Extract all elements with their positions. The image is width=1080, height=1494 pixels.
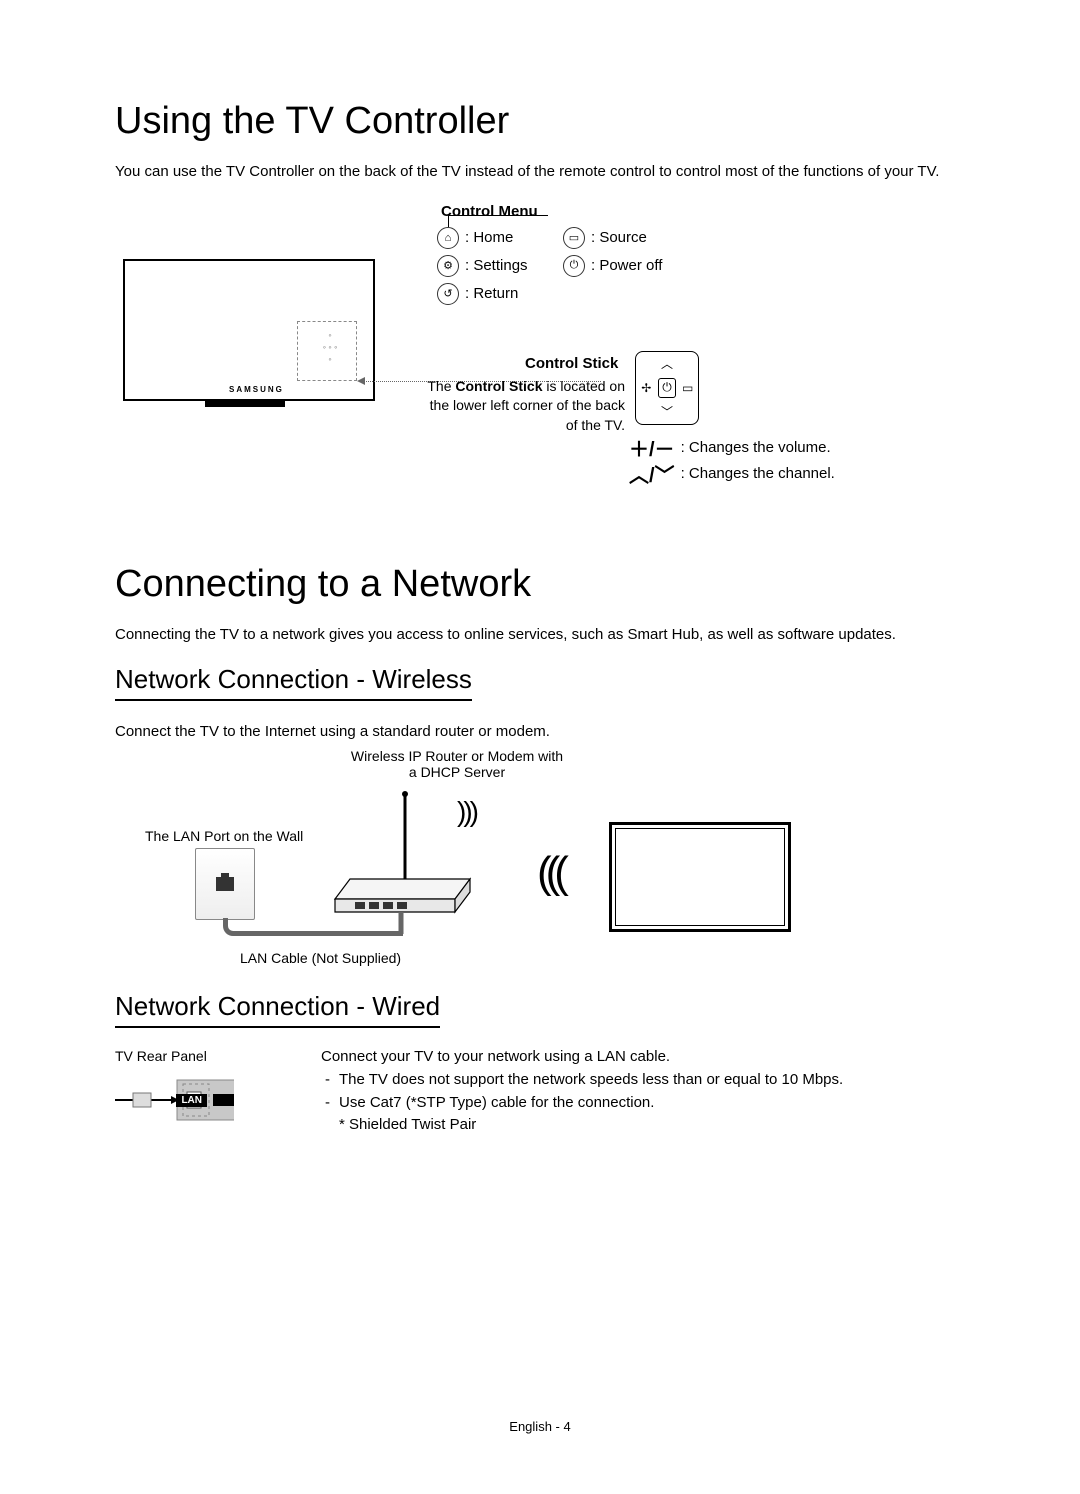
dpad-left-icon: ✢ [641, 381, 651, 395]
tv-controller-diagram: Control Menu ⌂ : Home ▭ : Source ⚙ : Set… [115, 203, 965, 503]
wired-text-block: Connect your TV to your network using a … [321, 1048, 965, 1137]
volume-symbols: ＋/－ [629, 433, 675, 462]
heading-wired: Network Connection - Wired [115, 991, 440, 1028]
wired-footnote: * Shielded Twist Pair [321, 1114, 965, 1137]
page-footer: English - 4 [0, 1419, 1080, 1434]
dpad-right-icon: ▭ [682, 381, 693, 395]
control-stick-dots: ◦◦ ◦ ◦◦ [320, 329, 340, 365]
dpad-diagram: ︿ ✢ ⏻ ▭ ﹀ [635, 351, 699, 425]
menu-item-settings: ⚙ : Settings [437, 255, 557, 277]
channel-symbols: ︿/﹀ [629, 459, 675, 488]
tv-rear-label: TV Rear Panel [115, 1048, 295, 1064]
wired-desc: Connect your TV to your network using a … [321, 1048, 965, 1065]
wired-bullet: Use Cat7 (*STP Type) cable for the conne… [321, 1092, 965, 1115]
callout-arrowhead [357, 377, 365, 385]
wallport-icon [195, 848, 255, 920]
section-connecting-network: Connecting to a Network Connecting the T… [115, 563, 965, 1137]
tv-rear-panel-block: TV Rear Panel LAN [115, 1048, 295, 1124]
intro-connecting-network: Connecting the TV to a network gives you… [115, 624, 965, 646]
menu-item-label: : Source [591, 229, 647, 246]
router-icon [315, 784, 475, 934]
menu-item-label: : Settings [465, 257, 528, 274]
control-menu-label: Control Menu [441, 203, 538, 220]
tv-screen-icon [609, 822, 791, 932]
lan-cable-label: LAN Cable (Not Supplied) [240, 950, 401, 966]
desc-wireless: Connect the TV to the Internet using a s… [115, 721, 965, 743]
volume-hint: ＋/－ : Changes the volume. [629, 433, 831, 462]
rear-panel-icon: LAN [115, 1076, 265, 1124]
menu-item-label: : Home [465, 229, 513, 246]
heading-tv-controller: Using the TV Controller [115, 100, 965, 143]
channel-hint: ︿/﹀ : Changes the channel. [629, 459, 835, 488]
tv-stand [205, 401, 285, 407]
wired-row: TV Rear Panel LAN Connect your TV to you… [115, 1048, 965, 1137]
menu-item-return: ↺ : Return [437, 283, 557, 305]
dpad-down-icon: ﹀ [661, 403, 673, 420]
wireless-diagram: Wireless IP Router or Modem with a DHCP … [115, 748, 965, 973]
section-tv-controller: Using the TV Controller You can use the … [115, 100, 965, 503]
dpad-center-icon: ⏻ [658, 378, 676, 398]
wired-bullet: The TV does not support the network spee… [321, 1069, 965, 1092]
menu-item-source: ▭ : Source [563, 227, 683, 249]
wifi-receive-icon: ((( [537, 848, 563, 898]
return-icon: ↺ [437, 283, 459, 305]
source-icon: ▭ [563, 227, 585, 249]
wallport-label: The LAN Port on the Wall [145, 828, 303, 844]
control-stick-description: The Control Stick is located on the lowe… [415, 377, 625, 436]
dpad-up-icon: ︿ [661, 355, 673, 372]
menu-item-label: : Return [465, 285, 518, 302]
control-stick-label: Control Stick [525, 355, 618, 372]
home-icon: ⌂ [437, 227, 459, 249]
samsung-logo-text: SAMSUNG [229, 385, 284, 394]
heading-wireless: Network Connection - Wireless [115, 664, 472, 701]
router-caption: Wireless IP Router or Modem with a DHCP … [347, 748, 567, 780]
control-menu-grid: ⌂ : Home ▭ : Source ⚙ : Settings ⏻ : Pow… [437, 227, 683, 305]
volume-hint-text: : Changes the volume. [681, 439, 831, 456]
menu-item-label: : Power off [591, 257, 662, 274]
settings-icon: ⚙ [437, 255, 459, 277]
wifi-emit-icon: ))) [457, 796, 476, 828]
menu-item-home: ⌂ : Home [437, 227, 557, 249]
menu-item-poweroff: ⏻ : Power off [563, 255, 683, 277]
lan-cable-line [223, 918, 403, 936]
heading-connecting-network: Connecting to a Network [115, 563, 965, 606]
intro-tv-controller: You can use the TV Controller on the bac… [115, 161, 965, 183]
power-icon: ⏻ [563, 255, 585, 277]
channel-hint-text: : Changes the channel. [681, 465, 835, 482]
lan-badge: LAN [176, 1094, 207, 1107]
